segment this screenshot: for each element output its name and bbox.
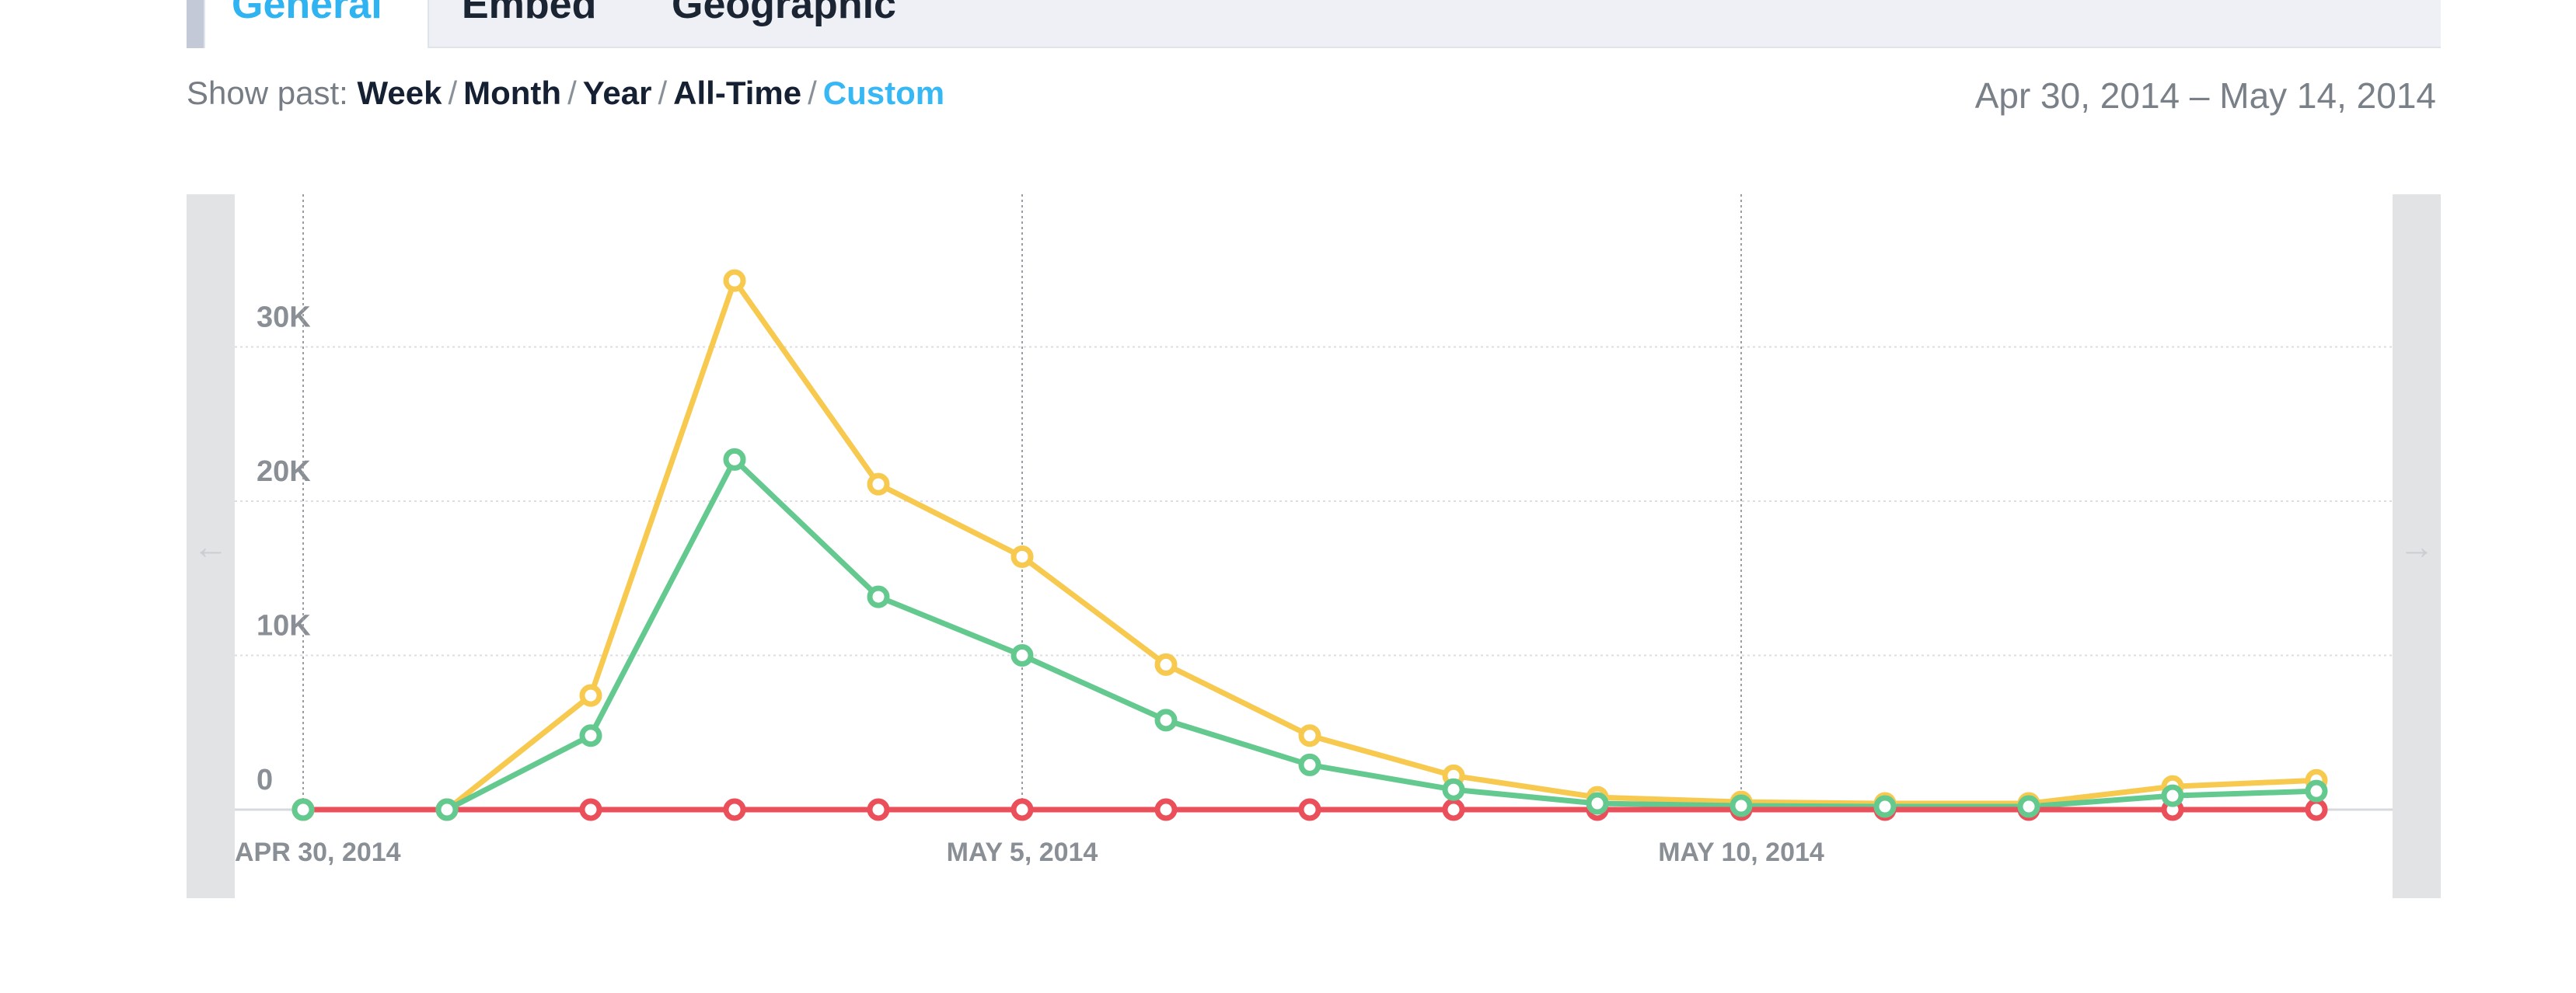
tabs-accent [187, 0, 204, 48]
y-tick-label: 10K [257, 610, 311, 643]
series-point-0 [579, 684, 602, 707]
tab-general[interactable]: General [204, 0, 429, 48]
series-point-2 [723, 798, 746, 821]
series-point-2 [867, 798, 890, 821]
series-point-1 [579, 724, 602, 747]
series-point-2 [1011, 798, 1034, 821]
range-option-custom[interactable]: Custom [822, 75, 945, 111]
tabs-bar [187, 0, 2441, 48]
range-prefix: Show past: [187, 75, 348, 111]
date-range-label: Apr 30, 2014 – May 14, 2014 [1974, 75, 2436, 116]
line-chart: 0 10K 20K 30K APR 30, 2014 MAY 5, 2014 MAY 10,… [235, 194, 2393, 867]
series-point-1 [1586, 792, 1609, 815]
series-point-1 [723, 448, 746, 471]
series-point-1 [1154, 709, 1178, 732]
range-option-month[interactable]: Month [463, 75, 562, 111]
range-option-year[interactable]: Year [582, 75, 652, 111]
chart-container: 0 10K 20K 30K APR 30, 2014 MAY 5, 2014 MAY 10,… [187, 194, 2441, 898]
range-separator: / [567, 75, 577, 111]
arrow-left-icon[interactable]: ← [187, 194, 235, 898]
tab-geographic[interactable]: Geographic [672, 0, 896, 27]
series-point-1 [435, 798, 459, 821]
range-option-week[interactable]: Week [357, 75, 442, 111]
x-tick-label: MAY 10, 2014 [1658, 838, 1824, 867]
series-point-2 [2305, 798, 2328, 821]
series-point-1 [867, 585, 890, 608]
range-separator: / [808, 75, 817, 111]
x-tick-label: APR 30, 2014 [235, 838, 401, 867]
series-point-1 [1442, 778, 1465, 801]
tab-embed[interactable]: Embed [462, 0, 597, 27]
series-point-1 [291, 798, 315, 821]
series-point-1 [2305, 779, 2328, 803]
series-point-1 [2017, 795, 2040, 818]
series-point-0 [723, 269, 746, 292]
range-option-all-time[interactable]: All-Time [673, 75, 802, 111]
series-point-1 [1298, 753, 1321, 776]
series-point-2 [1154, 798, 1178, 821]
y-tick-label: 0 [257, 764, 273, 796]
y-tick-label: 30K [257, 301, 311, 334]
arrow-right-icon[interactable]: → [2393, 194, 2441, 898]
range-selector: Show past: Week / Month / Year / All-Time / Cust… [187, 75, 944, 112]
range-separator: / [448, 75, 458, 111]
range-separator: / [658, 75, 668, 111]
series-point-1 [1011, 644, 1034, 667]
series-point-0 [1011, 545, 1034, 568]
series-point-1 [1873, 795, 1897, 818]
series-point-0 [1298, 724, 1321, 747]
series-point-2 [1298, 798, 1321, 821]
series-point-0 [1154, 653, 1178, 676]
series-point-1 [2161, 784, 2184, 807]
series-point-0 [867, 472, 890, 496]
y-tick-label: 20K [257, 455, 311, 488]
series-point-1 [1730, 794, 1753, 817]
x-tick-label: MAY 5, 2014 [947, 838, 1098, 867]
series-point-2 [579, 798, 602, 821]
series-point-2 [1442, 798, 1465, 821]
